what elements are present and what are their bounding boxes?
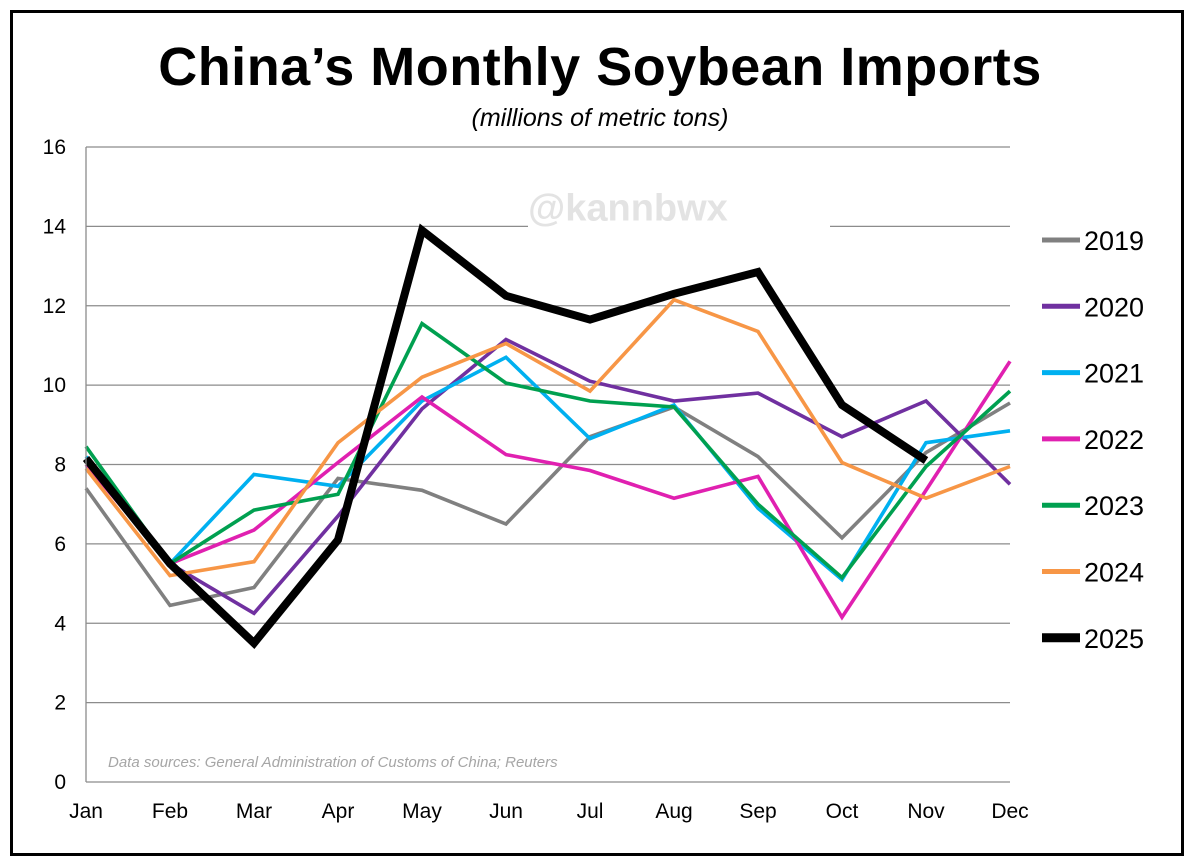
x-tick-label-may: May — [402, 800, 442, 823]
y-tick-label-4: 4 — [54, 612, 66, 635]
x-tick-label-apr: Apr — [322, 800, 355, 823]
y-tick-label-10: 10 — [43, 374, 66, 397]
x-tick-label-jan: Jan — [69, 800, 103, 823]
x-tick-label-oct: Oct — [826, 800, 859, 823]
chart-subtitle: (millions of metric tons) — [471, 104, 729, 132]
chart-title: China’s Monthly Soybean Imports — [158, 37, 1042, 97]
y-tick-label-2: 2 — [54, 692, 66, 715]
x-tick-label-jul: Jul — [577, 800, 604, 823]
x-tick-label-jun: Jun — [489, 800, 523, 823]
watermark: @kannbwx — [528, 187, 728, 229]
series-line-2022 — [84, 360, 1012, 621]
y-tick-label-14: 14 — [43, 215, 67, 238]
x-tick-label-feb: Feb — [152, 800, 188, 823]
y-tick-label-6: 6 — [54, 533, 66, 556]
legend-label-2019: 2019 — [1084, 226, 1144, 256]
series-line-2019 — [84, 401, 1011, 608]
legend-label-2021: 2021 — [1084, 359, 1144, 389]
legend: 2019 2020 2021 2022 2023 2024 2025 — [1042, 226, 1144, 654]
legend-label-2025: 2025 — [1084, 624, 1144, 654]
axes — [85, 147, 1010, 783]
legend-label-2022: 2022 — [1084, 425, 1144, 455]
legend-label-2020: 2020 — [1084, 292, 1144, 322]
y-tick-label-12: 12 — [43, 295, 66, 318]
y-tick-label-0: 0 — [54, 771, 66, 794]
series-line-2020 — [84, 337, 1012, 616]
legend-label-2024: 2024 — [1084, 558, 1144, 588]
y-tick-labels: 0 2 4 6 8 10 12 14 16 — [43, 136, 67, 794]
x-tick-label-mar: Mar — [236, 800, 272, 823]
y-tick-label-16: 16 — [43, 136, 66, 159]
x-tick-label-aug: Aug — [655, 800, 692, 823]
legend-label-2023: 2023 — [1084, 491, 1144, 521]
watermark-background — [528, 186, 830, 237]
series-lines — [82, 223, 1012, 649]
y-tick-label-8: 8 — [54, 454, 66, 477]
x-tick-label-sep: Sep — [739, 800, 776, 823]
series-line-2024 — [84, 297, 1011, 578]
source-note: Data sources: General Administration of … — [108, 754, 558, 771]
gridlines — [86, 146, 1010, 704]
series-line-2023 — [84, 320, 1012, 581]
series-line-2025 — [82, 223, 929, 649]
x-tick-labels: Jan Feb Mar Apr May Jun Jul Aug Sep Oct Nov Dec — [69, 800, 1029, 823]
x-tick-label-dec: Dec — [991, 800, 1028, 823]
x-tick-label-nov: Nov — [907, 800, 945, 823]
